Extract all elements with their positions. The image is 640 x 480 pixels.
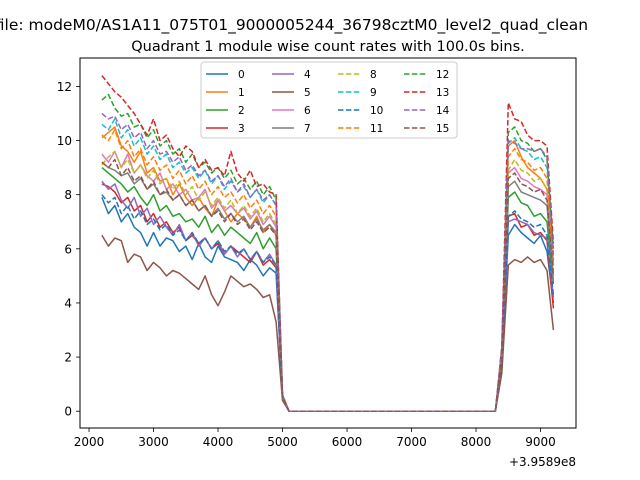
y-tick-label: 12: [57, 80, 72, 94]
y-tick-label: 4: [64, 296, 72, 310]
legend-label-5: 5: [304, 87, 311, 99]
legend-label-12: 12: [436, 69, 449, 81]
y-tick-label: 6: [64, 242, 72, 256]
legend-label-15: 15: [436, 123, 449, 135]
x-offset-label: +3.9589e8: [509, 455, 576, 469]
plot-area: 2000 3000 4000 5000 6000 7000 8000 900002468101…: [57, 57, 577, 449]
legend-label-13: 13: [436, 87, 449, 99]
legend-label-9: 9: [370, 87, 377, 99]
y-tick-label: 0: [64, 405, 72, 419]
y-tick-label: 10: [57, 134, 72, 148]
series-line-12: [101, 93, 555, 412]
legend-label-6: 6: [304, 105, 311, 117]
x-tick-label: 2000: [74, 435, 105, 449]
series-lines: [101, 75, 555, 412]
legend-label-8: 8: [370, 69, 377, 81]
legend-label-2: 2: [238, 105, 245, 117]
series-line-15: [101, 158, 555, 412]
x-tick-label: 9000: [525, 435, 556, 449]
x-tick-label: 8000: [461, 435, 492, 449]
x-tick-label: 4000: [203, 435, 234, 449]
legend-label-1: 1: [238, 87, 245, 99]
y-tick-label: 8: [64, 188, 72, 202]
figure-suptitle: n file: modeM0/AS1A11_075T01_9000005244_…: [0, 16, 588, 35]
legend-label-0: 0: [238, 69, 245, 81]
x-tick-label: 5000: [267, 435, 298, 449]
x-tick-label: 3000: [138, 435, 169, 449]
legend-label-11: 11: [370, 123, 383, 135]
y-tick-label: 2: [64, 351, 72, 365]
series-line-14: [101, 112, 555, 412]
axis-ticks: 2000 3000 4000 5000 6000 7000 8000 9000 0 2 4 6 8 10 1…: [57, 80, 556, 449]
legend-label-3: 3: [238, 123, 245, 135]
series-line-9: [101, 118, 555, 412]
x-tick-label: 6000: [332, 435, 363, 449]
legend-frame: [200, 61, 458, 139]
x-tick-label: 7000: [396, 435, 427, 449]
chart-title: Quadrant 1 module wise count rates with …: [131, 39, 525, 55]
legend-label-14: 14: [436, 105, 450, 117]
legend-label-7: 7: [304, 123, 311, 135]
legend-label-10: 10: [370, 105, 383, 117]
axes-frame: [79, 57, 577, 429]
legend-label-4: 4: [304, 69, 311, 81]
